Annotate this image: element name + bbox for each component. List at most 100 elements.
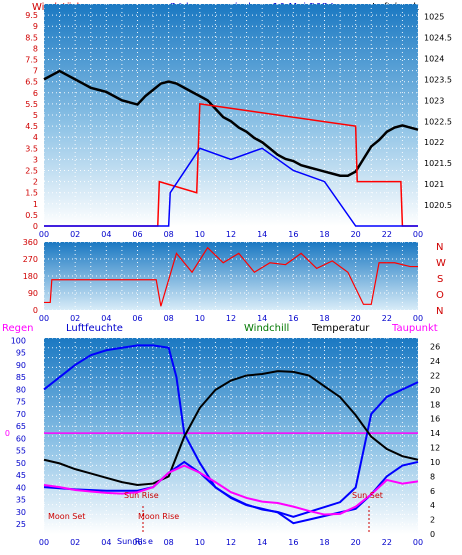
humidity-tick-label: 100 [11, 336, 26, 345]
hour-tick-label: 12 [226, 314, 236, 323]
hour-tick-label: 18 [319, 230, 329, 239]
wind-tick-label: 6.5 [25, 78, 38, 87]
humidity-tick-label: 55 [16, 447, 26, 456]
pressure-tick-label: 1022 [424, 138, 444, 147]
wind-tick-label: 1 [33, 200, 38, 209]
pressure-tick-label: 1022.5 [424, 117, 452, 126]
hour-tick-label: 22 [382, 230, 392, 239]
sun-rise-axis-label: Sun Ris [117, 537, 147, 546]
direction-n-top: N [436, 242, 443, 253]
hour-tick-label: 10 [195, 538, 205, 547]
humidity-tick-label: 25 [16, 520, 26, 529]
moon-rise-label: Moon Rise [138, 512, 179, 521]
wind-tick-label: 9 [33, 22, 38, 31]
hour-tick-label: 12 [226, 538, 236, 547]
direction-tick-label: 0 [33, 306, 38, 315]
temperature-tick-label: 18 [430, 400, 440, 409]
hour-tick-label: 14 [257, 314, 267, 323]
hour-tick-label: 22 [382, 538, 392, 547]
wind-direction-line [44, 246, 418, 307]
wind-tick-label: 8.5 [25, 33, 38, 42]
temperature-tick-label: 10 [430, 458, 440, 467]
hour-tick-label: 00 [413, 538, 423, 547]
humidity-tick-label: 70 [16, 410, 26, 419]
sun-set-axis-label: e [148, 537, 153, 546]
humidity-header: Luftfeuchte [66, 323, 123, 334]
wind-tick-label: 2 [33, 178, 38, 187]
pressure-tick-label: 1025 [424, 13, 444, 22]
direction-n-bottom: N [436, 306, 443, 317]
wind-tick-label: 9.5 [25, 11, 38, 20]
direction-tick-label: 180 [23, 272, 38, 281]
axis-layer: 0 0.5 1 1.5 2 2.5 3 3.5 4 4.5 5 5.5 6 6.5 7 7.5 8 8.5 9 9.5… [5, 11, 452, 547]
pressure-tick-label: 1023 [424, 96, 444, 105]
pressure-tick-label: 1020.5 [424, 201, 452, 210]
humidity-tick-label: 85 [16, 373, 26, 382]
pressure-tick-label: 1023.5 [424, 75, 452, 84]
hour-tick-label: 16 [288, 538, 298, 547]
wind-tick-label: 7.5 [25, 56, 38, 65]
pressure-line [43, 69, 419, 177]
humidity-tick-label: 65 [16, 422, 26, 431]
hour-tick-label: 00 [39, 538, 49, 547]
hour-tick-label: 00 [39, 314, 49, 323]
hour-tick-label: 06 [132, 230, 142, 239]
temperature-line [43, 370, 419, 487]
wind-tick-label: 0.5 [25, 211, 38, 220]
hour-tick-label: 12 [226, 230, 236, 239]
rain-header: Regen [2, 323, 34, 334]
wind-tick-label: 6 [33, 89, 38, 98]
direction-s: S [437, 274, 443, 285]
pressure-tick-label: 1024 [424, 54, 444, 63]
hour-tick-label: 00 [413, 314, 423, 323]
direction-o: O [436, 290, 444, 301]
windchill-header: Windchill [244, 323, 289, 334]
temperature-tick-label: 0 [430, 530, 435, 539]
temperature-tick-label: 2 [430, 516, 435, 525]
hour-tick-label: 08 [164, 230, 174, 239]
humidity-tick-label: 45 [16, 471, 26, 480]
hour-tick-label: 20 [351, 538, 361, 547]
hour-tick-label: 02 [70, 538, 80, 547]
humidity-tick-label: 60 [16, 434, 26, 443]
humidity-tick-label: 95 [16, 349, 26, 358]
humidity-tick-label: 30 [16, 508, 26, 517]
hour-tick-label: 20 [351, 314, 361, 323]
temperature-header: Temperatur [311, 323, 370, 334]
humidity-tick-label: 90 [16, 361, 26, 370]
sun-set-label: Sun Set [352, 491, 383, 500]
temperature-tick-label: 12 [430, 444, 440, 453]
hour-tick-label: 18 [319, 538, 329, 547]
wind-tick-label: 4 [33, 133, 38, 142]
hour-tick-label: 06 [132, 538, 142, 547]
hour-tick-label: 06 [132, 314, 142, 323]
wind-tick-label: 5 [33, 111, 38, 120]
temperature-tick-label: 14 [430, 429, 440, 438]
direction-tick-label: 90 [28, 289, 38, 298]
wind-tick-label: 0 [33, 222, 38, 231]
wind-tick-label: 5.5 [25, 100, 38, 109]
moon-set-label: Moon Set [48, 512, 85, 521]
temperature-tick-label: 24 [430, 357, 440, 366]
wind-tick-label: 1.5 [25, 189, 38, 198]
hour-tick-label: 14 [257, 230, 267, 239]
pressure-tick-label: 1021 [424, 180, 444, 189]
wind-tick-label: 4.5 [25, 122, 38, 131]
hour-tick-label: 02 [70, 314, 80, 323]
hour-tick-label: 20 [351, 230, 361, 239]
rain-tick-label: 0 [5, 429, 10, 438]
humidity-tick-label: 40 [16, 483, 26, 492]
wind-mean-line [44, 147, 418, 227]
wind-tick-label: 3 [33, 155, 38, 164]
humidity-tick-label: 50 [16, 459, 26, 468]
hour-tick-label: 16 [288, 314, 298, 323]
humidity-tick-label: 35 [16, 496, 26, 505]
hour-tick-label: 00 [39, 230, 49, 239]
temperature-tick-label: 8 [430, 472, 435, 481]
direction-w: W [436, 258, 446, 269]
temperature-tick-label: 22 [430, 371, 440, 380]
direction-tick-label: 270 [23, 255, 38, 264]
humidity-tick-label: 80 [16, 385, 26, 394]
